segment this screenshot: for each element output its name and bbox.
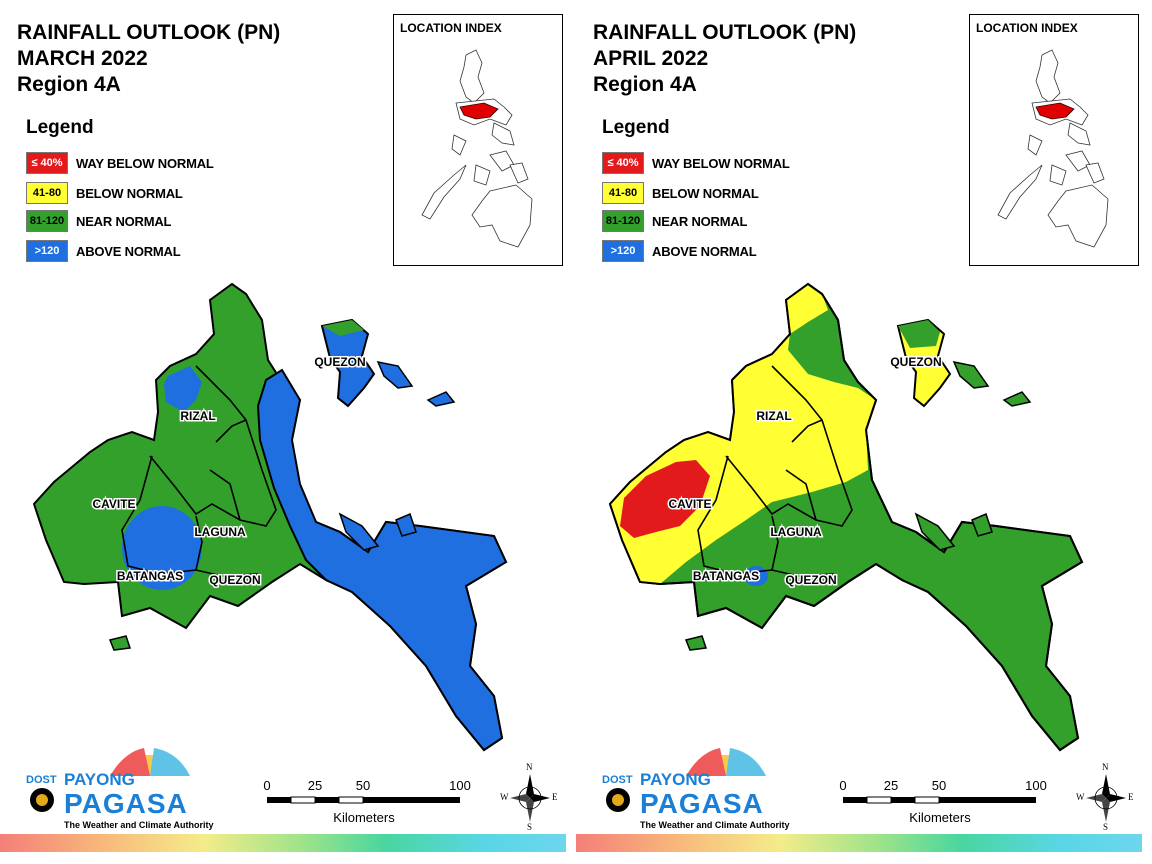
compass-icon [1086,774,1126,822]
umbrella-icon [30,748,190,812]
footer-gradient-bar [576,834,1142,852]
compass-e: E [552,792,558,802]
logo-payong: PAYONG [640,770,711,789]
location-index-title: LOCATION INDEX [400,21,502,35]
north-arrow: N S W E [500,762,558,835]
label-quezon-south: QUEZON [209,573,260,587]
footer-gradient-bar [0,834,566,852]
label-batangas: BATANGAS [117,569,183,583]
compass-s: S [1103,822,1109,832]
title-line-1: RAINFALL OUTLOOK (PN) [17,21,281,44]
logo-dost: DOST [602,774,633,786]
logo-tagline: The Weather and Climate Authority [64,820,214,830]
logo-payong: PAYONG [64,770,135,789]
scale-tick: 25 [883,778,899,793]
scale-tick: 0 [839,778,847,793]
compass-w: W [500,792,509,802]
logo-pagasa: PAGASA [640,788,764,819]
scale-bar: 0 25 50 100 Kilometers [838,778,1058,828]
label-quezon-south: QUEZON [785,573,836,587]
legend-item-below: 41-80 BELOW NORMAL [26,180,183,206]
outlook-panel-april: RAINFALL OUTLOOK (PN) APRIL 2022 Region … [576,0,1152,864]
rainfall-map-april: RIZAL CAVITE LAGUNA BATANGAS QUEZON QUEZ… [608,282,1084,752]
scale-unit: Kilometers [333,810,395,825]
scale-tick: 50 [931,778,947,793]
compass-e: E [1128,792,1134,802]
scale-tick: 50 [355,778,371,793]
legend-swatch: 41-80 [26,182,68,204]
logo-tagline: The Weather and Climate Authority [640,820,790,830]
legend-item-above: >120 ABOVE NORMAL [602,238,757,264]
label-cavite: CAVITE [668,497,711,511]
label-rizal: RIZAL [180,409,215,423]
compass-n: N [526,762,533,772]
legend-swatch: >120 [26,240,68,262]
legend-item-below: 41-80 BELOW NORMAL [602,180,759,206]
outlook-panel-march: RAINFALL OUTLOOK (PN) MARCH 2022 Region … [0,14,566,852]
legend-item-near: 81-120 NEAR NORMAL [26,208,171,234]
label-quezon-north: QUEZON [314,355,365,369]
scale-tick: 25 [307,778,323,793]
label-rizal: RIZAL [756,409,791,423]
legend-label: BELOW NORMAL [652,185,759,201]
legend-item-way-below: ≤ 40% WAY BELOW NORMAL [602,150,790,176]
label-laguna: LAGUNA [194,525,246,539]
logo-pagasa: PAGASA [64,788,188,819]
scale-unit: Kilometers [909,810,971,825]
legend-swatch: 81-120 [26,210,68,232]
compass-icon [510,774,550,822]
legend-label: NEAR NORMAL [652,213,748,229]
legend-swatch: ≤ 40% [26,152,68,174]
title-month: APRIL 2022 [593,47,709,70]
title-line-1: RAINFALL OUTLOOK (PN) [593,21,857,44]
scale-tick: 100 [449,778,471,793]
legend-label: NEAR NORMAL [76,213,172,229]
north-arrow: N S W E [1076,762,1134,835]
label-quezon-north: QUEZON [890,355,941,369]
label-cavite: CAVITE [92,497,135,511]
title-region: Region 4A [17,73,121,96]
legend-title: Legend [26,117,94,138]
scale-bar-graphic [843,796,1036,804]
label-laguna: LAGUNA [770,525,822,539]
philippines-map-icon [997,49,1109,248]
zone-above-normal-rizal [164,366,202,412]
location-index-inset: LOCATION INDEX [969,14,1139,266]
rainfall-map-march: RIZAL CAVITE LAGUNA BATANGAS QUEZON QUEZ… [32,282,508,752]
scale-bar-graphic [267,796,460,804]
legend-title: Legend [602,117,670,138]
umbrella-icon [606,748,766,812]
label-batangas: BATANGAS [693,569,759,583]
legend-label: ABOVE NORMAL [652,243,757,259]
location-index-inset: LOCATION INDEX [393,14,563,266]
zone-above-normal-east [256,368,508,752]
legend-label: BELOW NORMAL [76,185,183,201]
legend-swatch: ≤ 40% [602,152,644,174]
compass-w: W [1076,792,1085,802]
legend-item-above: >120 ABOVE NORMAL [26,238,181,264]
compass-n: N [1102,762,1109,772]
panel-title: RAINFALL OUTLOOK (PN) APRIL 2022 Region … [593,20,856,98]
legend-label: ABOVE NORMAL [76,243,181,259]
panel-title: RAINFALL OUTLOOK (PN) MARCH 2022 Region … [17,20,280,98]
legend-item-way-below: ≤ 40% WAY BELOW NORMAL [26,150,214,176]
title-region: Region 4A [593,73,697,96]
scale-bar: 0 25 50 100 Kilometers [262,778,482,828]
compass-s: S [527,822,533,832]
scale-tick: 100 [1025,778,1047,793]
legend-swatch: 81-120 [602,210,644,232]
scale-tick: 0 [263,778,271,793]
pagasa-logo: DOST PAYONG PAGASA The Weather and Clima… [590,740,790,830]
zone-way-below-normal [620,460,710,538]
location-index-title: LOCATION INDEX [976,21,1078,35]
pagasa-logo: DOST PAYONG PAGASA The Weather and Clima… [14,740,214,830]
logo-dost: DOST [26,774,57,786]
philippines-map-icon [421,49,533,248]
legend-item-near: 81-120 NEAR NORMAL [602,208,747,234]
legend-label: WAY BELOW NORMAL [76,155,214,171]
title-month: MARCH 2022 [17,47,148,70]
legend-swatch: >120 [602,240,644,262]
legend-label: WAY BELOW NORMAL [652,155,790,171]
legend-swatch: 41-80 [602,182,644,204]
